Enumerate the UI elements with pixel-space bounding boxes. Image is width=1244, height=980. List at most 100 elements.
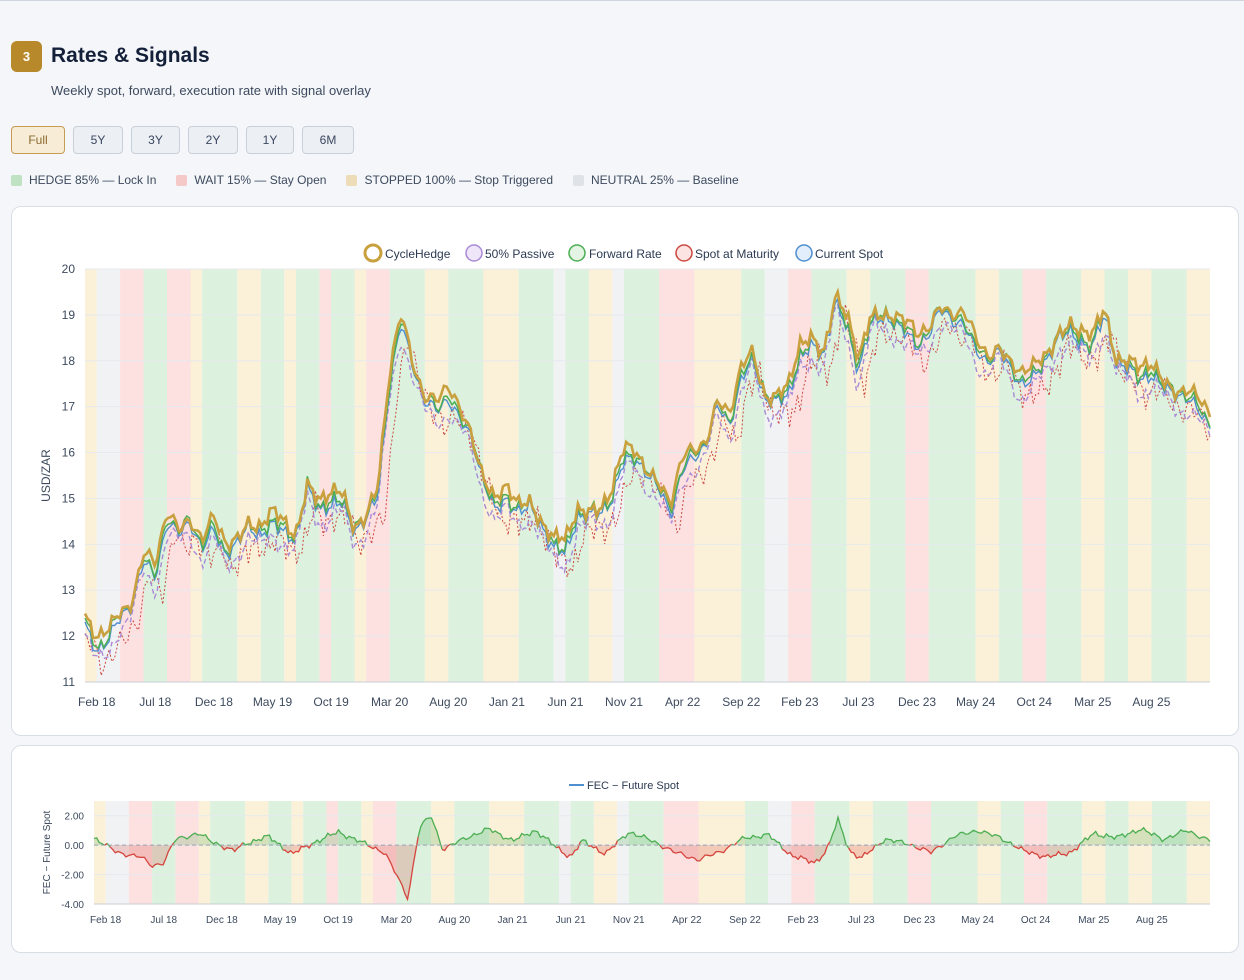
range-selector: Full 5Y 3Y 2Y 1Y 6M [11, 126, 354, 154]
signal-band-wait [326, 801, 339, 904]
fec-line-negative [220, 842, 244, 853]
fec-line-positive [911, 843, 916, 848]
signal-band-stopped [354, 269, 367, 682]
fec-chart: 2.00 0.00 -2.00 -4.00 Feb 18 Jul 18 Dec 18 May … [42, 780, 1211, 926]
legend-label: 50% Passive [485, 247, 555, 261]
signal-band-hedge [1104, 269, 1128, 682]
legend-label: CycleHedge [385, 247, 451, 261]
signal-band-hedge [202, 269, 238, 682]
y-tick-label: 18 [62, 354, 76, 368]
fec-area-negative [556, 841, 581, 858]
signal-band-wait [1022, 269, 1046, 682]
chart-series [83, 287, 1212, 678]
signal-band-stopped [483, 269, 519, 682]
signal-band-stopped [489, 801, 525, 904]
signal-band-hedge [814, 801, 850, 904]
series-forward-rate [84, 290, 1211, 650]
x-tick-label: Feb 23 [788, 915, 820, 926]
fec-line-positive [736, 832, 783, 850]
signal-band-hedge [331, 269, 355, 682]
fec-line-negative [104, 842, 108, 846]
signal-band-stopped [424, 269, 449, 682]
fec-area-negative [221, 842, 243, 852]
legend-item-cyclehedge[interactable]: CycleHedge [363, 243, 451, 263]
fec-area-negative [660, 844, 732, 861]
legend-item-current-spot[interactable]: Current Spot [795, 244, 884, 262]
stopped-swatch [346, 174, 358, 186]
signal-band-neutral [553, 269, 566, 682]
fec-line-negative [282, 843, 313, 855]
section-subtitle: Weekly spot, forward, execution rate wit… [51, 83, 371, 98]
signal-band-wait [319, 269, 332, 682]
fec-line-negative [441, 843, 451, 852]
signal-band-hedge [928, 269, 976, 682]
legend-item-spot-maturity[interactable]: Spot at Maturity [675, 244, 779, 262]
signal-band-hedge [338, 801, 362, 904]
signal-band-hedge [1151, 269, 1187, 682]
legend-item-forward[interactable]: Forward Rate [568, 244, 662, 262]
range-button-full[interactable]: Full [11, 126, 65, 154]
signal-bands [85, 269, 1210, 682]
signal-band-stopped [284, 269, 296, 682]
signal-legend: HEDGE 85% — Lock In WAIT 15% — Stay Open… [11, 173, 759, 187]
x-tick-label: Mar 25 [1078, 915, 1110, 926]
range-button-6m[interactable]: 6M [302, 126, 354, 154]
range-button-1y[interactable]: 1Y [246, 126, 294, 154]
legend-item-passive[interactable]: 50% Passive [465, 244, 555, 262]
fec-area-positive [737, 833, 783, 850]
signal-band-neutral [617, 801, 629, 904]
x-tick-label: Oct 19 [323, 915, 353, 926]
fec-area-negative [915, 845, 945, 854]
y-tick-label: 20 [62, 262, 76, 276]
fec-area-positive [617, 832, 660, 846]
x-tick-label: May 19 [253, 695, 293, 709]
signal-band-stopped [694, 269, 742, 682]
range-button-5y[interactable]: 5Y [73, 126, 123, 154]
y-tick-label: 13 [62, 583, 76, 597]
signal-band-hedge [143, 269, 168, 682]
signal-band-stopped [588, 269, 613, 682]
y-tick-label: -2.00 [61, 871, 84, 882]
x-tick-label: Sep 22 [722, 695, 760, 709]
fec-area-negative [782, 841, 830, 864]
signal-band-stopped [977, 801, 1001, 904]
signal-band-stopped [85, 269, 97, 682]
fec-line-positive [1079, 826, 1211, 845]
fec-line-positive [417, 817, 443, 850]
fec-area-negative [109, 842, 174, 868]
series-spot-at-maturity [84, 304, 1211, 678]
fec-area-positive [580, 839, 589, 847]
signal-band-neutral [96, 269, 121, 682]
neutral-swatch [573, 174, 584, 186]
range-button-3y[interactable]: 3Y [131, 126, 180, 154]
signal-band-stopped [361, 801, 373, 904]
x-tick-label: Mar 20 [381, 915, 413, 926]
x-tick-label: Feb 18 [78, 695, 116, 709]
signal-band-neutral [764, 269, 789, 682]
signal-band-stopped [1081, 269, 1105, 682]
fec-line-negative [367, 836, 419, 902]
x-tick-label: Feb 23 [781, 695, 819, 709]
signal-legend-label: WAIT 15% — Stay Open [194, 173, 327, 187]
chart-axes: 2.00 0.00 -2.00 -4.00 Feb 18 Jul 18 Dec 18 May … [42, 810, 1210, 926]
fec-line-negative [109, 842, 175, 869]
fec-line-negative [556, 841, 581, 859]
signal-band-stopped [975, 269, 1000, 682]
fec-legend[interactable]: FEC − Future Spot [569, 780, 679, 792]
x-tick-label: Apr 22 [672, 915, 702, 926]
x-tick-label: Jun 21 [556, 915, 586, 926]
signal-band-stopped [237, 269, 261, 682]
signal-band-hedge [1047, 801, 1083, 904]
signal-band-hedge [565, 269, 589, 682]
x-tick-label: Aug 25 [1136, 915, 1168, 926]
fec-area-positive [311, 829, 368, 846]
fec-chart-panel: 2.00 0.00 -2.00 -4.00 Feb 18 Jul 18 Dec 18 May … [11, 745, 1239, 953]
x-tick-label: Dec 18 [195, 695, 233, 709]
range-button-2y[interactable]: 2Y [188, 126, 238, 154]
y-tick-label: -4.00 [61, 900, 84, 911]
fec-line-positive [242, 834, 284, 850]
signal-band-hedge [628, 801, 664, 904]
fec-area-positive [450, 828, 557, 848]
wait-swatch [176, 174, 188, 186]
fec-line-positive [880, 837, 910, 846]
